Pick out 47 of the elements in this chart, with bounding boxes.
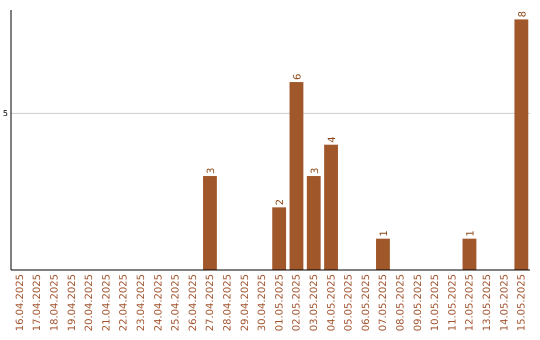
x-tick-label: 19.04.2025 bbox=[66, 274, 78, 332]
x-tick-label: 10.05.2025 bbox=[430, 274, 442, 332]
x-tick-label: 29.04.2025 bbox=[240, 274, 251, 332]
x-tick-label: 15.05.2025 bbox=[516, 274, 528, 332]
x-tick-label: 16.04.2025 bbox=[14, 274, 26, 332]
x-tick-label: 03.05.2025 bbox=[308, 274, 320, 332]
x-tick-label: 09.05.2025 bbox=[412, 274, 424, 332]
x-tick-label: 08.05.2025 bbox=[395, 274, 406, 332]
bar bbox=[272, 207, 286, 270]
bar bbox=[290, 82, 304, 270]
x-tick-label: 14.05.2025 bbox=[499, 274, 510, 332]
data-label: 1 bbox=[378, 230, 390, 237]
x-tick-label: 06.05.2025 bbox=[360, 274, 372, 332]
x-tick-label: 20.04.2025 bbox=[84, 274, 96, 332]
x-tick-label: 02.05.2025 bbox=[292, 274, 303, 332]
data-label: 2 bbox=[275, 198, 286, 206]
bar bbox=[514, 19, 528, 270]
bar bbox=[462, 238, 476, 270]
bar bbox=[306, 176, 321, 270]
x-tick-label: 12.05.2025 bbox=[464, 274, 476, 332]
x-tick-label: 11.05.2025 bbox=[447, 274, 458, 332]
x-tick-label: 22.04.2025 bbox=[118, 274, 130, 332]
bar bbox=[203, 176, 217, 270]
x-tick-label: 30.04.2025 bbox=[257, 274, 268, 332]
x-tick-label: 25.04.2025 bbox=[170, 274, 182, 332]
x-tick-label: 28.04.2025 bbox=[222, 274, 234, 332]
x-tick-label: 04.05.2025 bbox=[326, 274, 338, 332]
data-label: 6 bbox=[292, 74, 304, 80]
bar bbox=[376, 238, 390, 270]
x-tick-label: 23.04.2025 bbox=[136, 274, 147, 332]
x-tick-label: 27.04.2025 bbox=[205, 274, 216, 332]
x-tick-label: 01.05.2025 bbox=[274, 274, 286, 332]
data-label: 4 bbox=[327, 136, 338, 143]
x-tick-label: 05.05.2025 bbox=[344, 274, 355, 332]
x-tick-label: 26.04.2025 bbox=[188, 274, 199, 332]
y-tick-label: 5 bbox=[2, 108, 8, 118]
data-label: 8 bbox=[517, 11, 528, 18]
x-tick-label: 13.05.2025 bbox=[482, 274, 493, 332]
x-tick-label: 24.04.2025 bbox=[153, 274, 164, 332]
data-label: 3 bbox=[310, 168, 321, 174]
x-tick-label: 21.04.2025 bbox=[101, 274, 112, 332]
x-tick-label: 17.04.2025 bbox=[32, 274, 44, 332]
data-label: 1 bbox=[465, 230, 476, 237]
x-tick-label: 07.05.2025 bbox=[378, 274, 390, 332]
bar bbox=[324, 144, 338, 270]
x-tick-label: 18.04.2025 bbox=[49, 274, 60, 332]
data-label: 3 bbox=[206, 168, 217, 174]
